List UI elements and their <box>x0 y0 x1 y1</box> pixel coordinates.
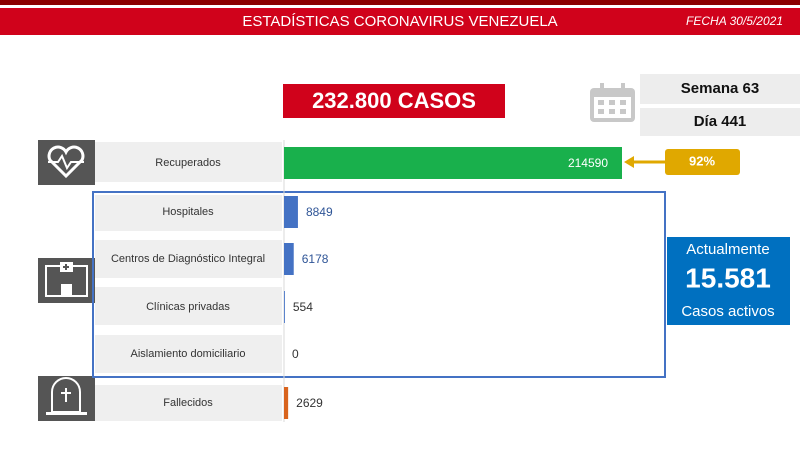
value-label: 214590 <box>568 156 608 170</box>
value-label: 6178 <box>302 252 329 266</box>
week: Semana 63 <box>681 80 759 97</box>
day-box <box>640 108 800 136</box>
category-label: Clínicas privadas <box>146 301 230 313</box>
value-label: 8849 <box>306 205 333 219</box>
bar <box>284 291 285 323</box>
category-label: Hospitales <box>162 206 214 218</box>
grave-icon <box>38 376 95 421</box>
active-value: 15.581 <box>685 262 771 293</box>
header-title: ESTADÍSTICAS CORONAVIRUS VENEZUELA <box>242 13 557 30</box>
hospital-icon <box>38 258 95 303</box>
arrow-head <box>624 156 634 168</box>
total-cases: 232.800 CASOS <box>312 88 476 113</box>
category-label: Aislamiento domiciliario <box>131 348 246 360</box>
value-label: 554 <box>293 300 313 314</box>
share-box <box>665 149 740 175</box>
top-strip <box>0 0 800 5</box>
value-label: 2629 <box>296 396 323 410</box>
row-background <box>95 240 282 278</box>
row-background <box>95 287 282 325</box>
day: Día 441 <box>694 113 747 130</box>
calendar-icon <box>590 83 635 122</box>
row-background <box>95 335 282 373</box>
group-frame <box>92 191 666 378</box>
bar <box>284 387 289 419</box>
bar <box>284 196 298 228</box>
row-background <box>95 142 282 182</box>
value-label: 0 <box>292 347 299 361</box>
row-background <box>95 195 282 231</box>
row-background <box>95 385 282 421</box>
category-label: Fallecidos <box>163 397 213 409</box>
header-date: FECHA 30/5/2021 <box>686 14 783 28</box>
heart-icon <box>38 140 95 185</box>
active-box <box>667 237 790 325</box>
active-top: Actualmente <box>686 241 769 258</box>
recovered-share: 92% <box>689 153 715 168</box>
bar <box>284 147 622 179</box>
category-label: Recuperados <box>155 157 221 169</box>
total-box <box>283 84 505 118</box>
header-band <box>0 8 800 35</box>
active-bottom: Casos activos <box>681 303 774 320</box>
category-label: Centros de Diagnóstico Integral <box>111 253 265 265</box>
week-box <box>640 74 800 104</box>
bar <box>284 243 294 275</box>
